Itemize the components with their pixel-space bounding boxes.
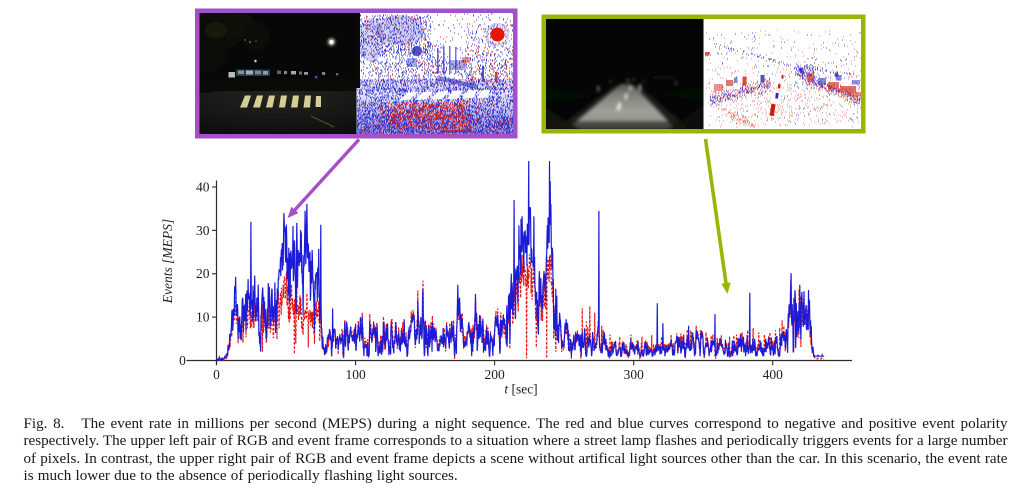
svg-text:0: 0	[213, 367, 220, 382]
svg-text:10: 10	[196, 310, 210, 325]
svg-text:30: 30	[196, 223, 210, 238]
svg-text:40: 40	[196, 179, 210, 194]
svg-text:300: 300	[624, 367, 645, 382]
svg-text:20: 20	[196, 266, 210, 281]
svg-text:0: 0	[179, 353, 186, 368]
svg-text:Events [MEPS]: Events [MEPS]	[160, 219, 175, 304]
svg-text:t [sec]: t [sec]	[504, 381, 537, 396]
svg-text:200: 200	[484, 367, 505, 382]
svg-text:100: 100	[345, 367, 366, 382]
svg-text:400: 400	[763, 367, 784, 382]
